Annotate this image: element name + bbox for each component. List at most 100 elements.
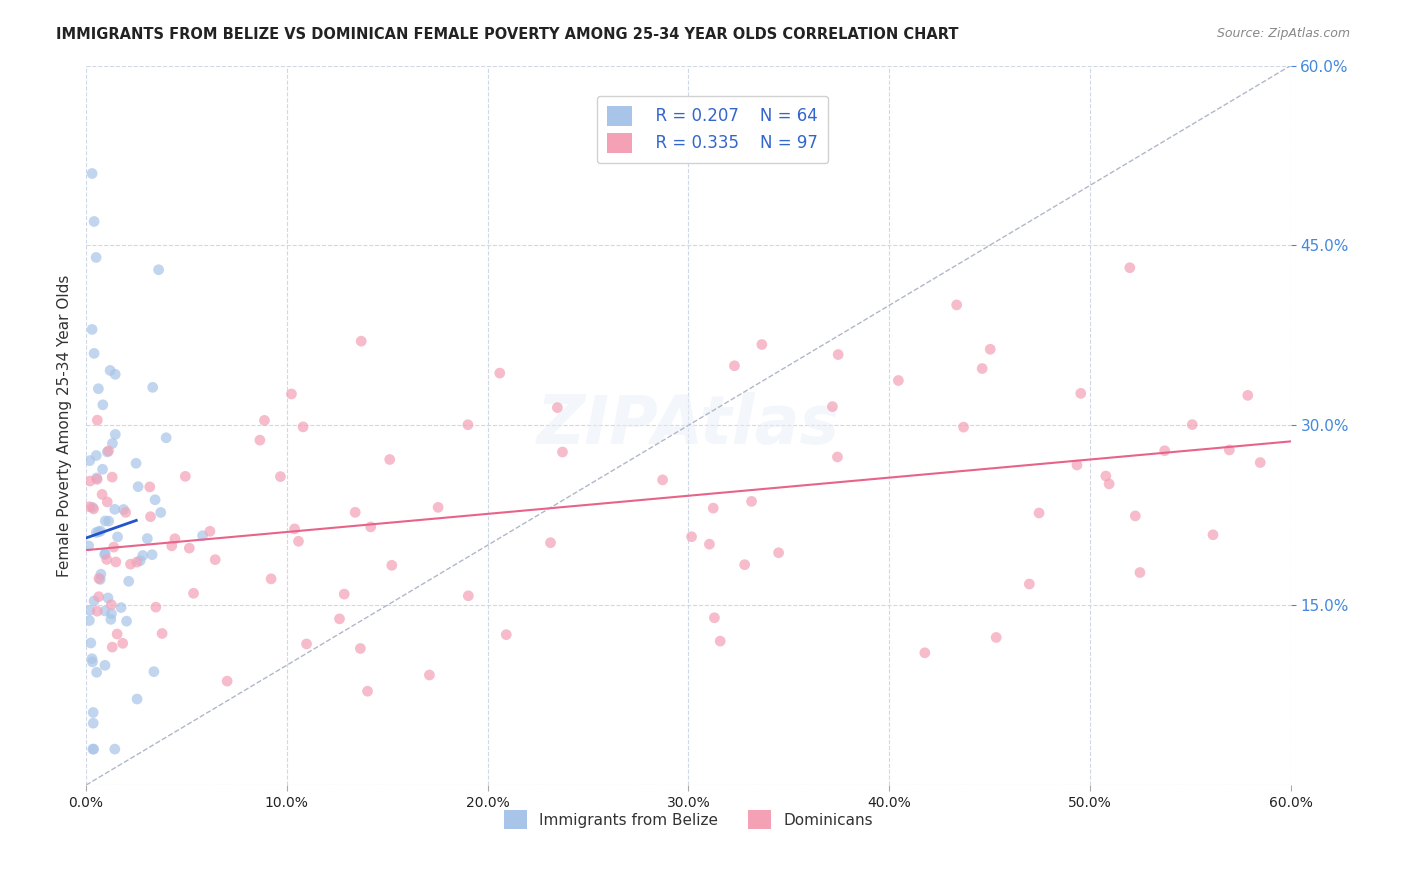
Point — [114, 505, 136, 519]
Point — [132, 549, 155, 563]
Point — [1236, 388, 1258, 402]
Point — [1153, 443, 1175, 458]
Point — [82, 655, 104, 669]
Point — [709, 634, 731, 648]
Point — [344, 505, 367, 519]
Point — [149, 506, 172, 520]
Point — [734, 558, 756, 572]
Point — [768, 546, 790, 560]
Point — [1129, 566, 1152, 580]
Point — [112, 502, 135, 516]
Point — [127, 480, 149, 494]
Point — [101, 470, 124, 484]
Point — [1181, 417, 1204, 432]
Point — [94, 604, 117, 618]
Point — [94, 546, 117, 560]
Point — [1095, 469, 1118, 483]
Point — [457, 417, 479, 432]
Point — [96, 552, 118, 566]
Point — [887, 374, 910, 388]
Point — [103, 540, 125, 554]
Point — [191, 529, 214, 543]
Point — [287, 534, 309, 549]
Point — [284, 522, 307, 536]
Point — [952, 420, 974, 434]
Point — [100, 612, 122, 626]
Point — [89, 524, 111, 538]
Point — [295, 637, 318, 651]
Point — [145, 600, 167, 615]
Point — [125, 456, 148, 470]
Point — [163, 532, 186, 546]
Point — [260, 572, 283, 586]
Point — [118, 574, 141, 589]
Point — [84, 525, 107, 540]
Point — [77, 539, 100, 553]
Point — [356, 684, 378, 698]
Point — [360, 520, 382, 534]
Point — [80, 167, 103, 181]
Point — [90, 567, 112, 582]
Point — [1119, 260, 1142, 275]
Point — [100, 598, 122, 612]
Point — [86, 604, 108, 618]
Point — [86, 413, 108, 427]
Point — [821, 400, 844, 414]
Point — [1066, 458, 1088, 472]
Point — [702, 501, 724, 516]
Point — [82, 742, 104, 756]
Point — [495, 627, 517, 641]
Point — [1249, 456, 1271, 470]
Point — [150, 626, 173, 640]
Point — [141, 548, 163, 562]
Point — [125, 692, 148, 706]
Point — [681, 530, 703, 544]
Point — [155, 431, 177, 445]
Point — [540, 535, 562, 549]
Point — [142, 380, 165, 394]
Point — [914, 646, 936, 660]
Point — [381, 558, 404, 573]
Point — [703, 611, 725, 625]
Point — [87, 571, 110, 585]
Point — [98, 363, 121, 377]
Point — [457, 589, 479, 603]
Point — [79, 603, 101, 617]
Point — [217, 674, 239, 689]
Point — [546, 401, 568, 415]
Point — [269, 469, 291, 483]
Text: ZIPAtlas: ZIPAtlas — [537, 392, 839, 458]
Point — [979, 343, 1001, 357]
Legend: Immigrants from Belize, Dominicans: Immigrants from Belize, Dominicans — [498, 805, 879, 835]
Point — [1018, 577, 1040, 591]
Point — [183, 586, 205, 600]
Point — [160, 539, 183, 553]
Point — [139, 509, 162, 524]
Point — [87, 382, 110, 396]
Point — [418, 668, 440, 682]
Point — [83, 501, 105, 516]
Point — [986, 631, 1008, 645]
Y-axis label: Female Poverty Among 25-34 Year Olds: Female Poverty Among 25-34 Year Olds — [58, 274, 72, 576]
Point — [104, 427, 127, 442]
Point — [87, 590, 110, 604]
Point — [292, 420, 315, 434]
Point — [1123, 508, 1146, 523]
Point — [104, 555, 127, 569]
Point — [427, 500, 450, 515]
Point — [378, 452, 401, 467]
Text: IMMIGRANTS FROM BELIZE VS DOMINICAN FEMALE POVERTY AMONG 25-34 YEAR OLDS CORRELA: IMMIGRANTS FROM BELIZE VS DOMINICAN FEMA… — [56, 27, 959, 42]
Point — [253, 413, 276, 427]
Point — [107, 530, 129, 544]
Point — [827, 347, 849, 361]
Point — [148, 262, 170, 277]
Point — [104, 368, 127, 382]
Point — [91, 462, 114, 476]
Point — [333, 587, 356, 601]
Point — [651, 473, 673, 487]
Point — [97, 514, 120, 528]
Point — [79, 453, 101, 467]
Point — [82, 716, 104, 731]
Point — [723, 359, 745, 373]
Point — [80, 651, 103, 665]
